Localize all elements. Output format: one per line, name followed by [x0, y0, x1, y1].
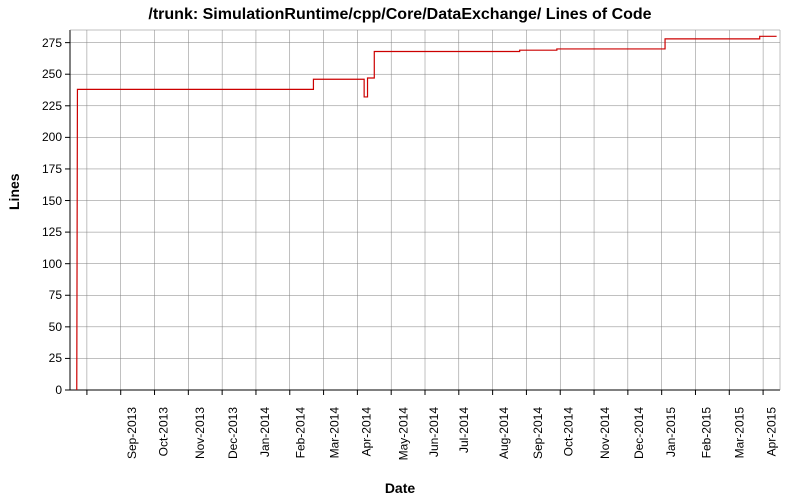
x-tick-label: Jul-2014 — [457, 407, 471, 453]
y-tick-label: 100 — [22, 257, 62, 271]
y-tick-label: 50 — [22, 320, 62, 334]
x-tick-label: Sep-2014 — [531, 407, 545, 459]
x-tick-label: Apr-2014 — [359, 407, 373, 456]
x-tick-label: Mar-2014 — [327, 407, 341, 458]
y-tick-label: 250 — [22, 67, 62, 81]
x-tick-label: Nov-2014 — [598, 407, 612, 459]
y-tick-label: 275 — [22, 36, 62, 50]
y-tick-label: 200 — [22, 130, 62, 144]
x-tick-label: Dec-2013 — [226, 407, 240, 459]
y-tick-label: 25 — [22, 351, 62, 365]
x-tick-label: Feb-2015 — [699, 407, 713, 458]
x-tick-label: Dec-2014 — [632, 407, 646, 459]
y-tick-label: 75 — [22, 288, 62, 302]
y-tick-label: 225 — [22, 99, 62, 113]
x-tick-label: Sep-2013 — [125, 407, 139, 459]
y-tick-label: 175 — [22, 162, 62, 176]
x-tick-label: Oct-2014 — [562, 407, 576, 456]
y-tick-label: 150 — [22, 194, 62, 208]
x-tick-label: Jun-2014 — [427, 407, 441, 457]
x-tick-label: May-2014 — [397, 407, 411, 460]
x-tick-label: Mar-2015 — [733, 407, 747, 458]
x-tick-label: Oct-2013 — [156, 407, 170, 456]
y-tick-label: 0 — [22, 383, 62, 397]
x-tick-label: Jan-2015 — [664, 407, 678, 457]
x-tick-label: Apr-2015 — [765, 407, 779, 456]
y-tick-label: 125 — [22, 225, 62, 239]
x-tick-label: Nov-2013 — [193, 407, 207, 459]
x-tick-label: Feb-2014 — [293, 407, 307, 458]
x-tick-label: Aug-2014 — [497, 407, 511, 459]
x-tick-label: Jan-2014 — [258, 407, 272, 457]
loc-chart: /trunk: SimulationRuntime/cpp/Core/DataE… — [0, 0, 800, 500]
